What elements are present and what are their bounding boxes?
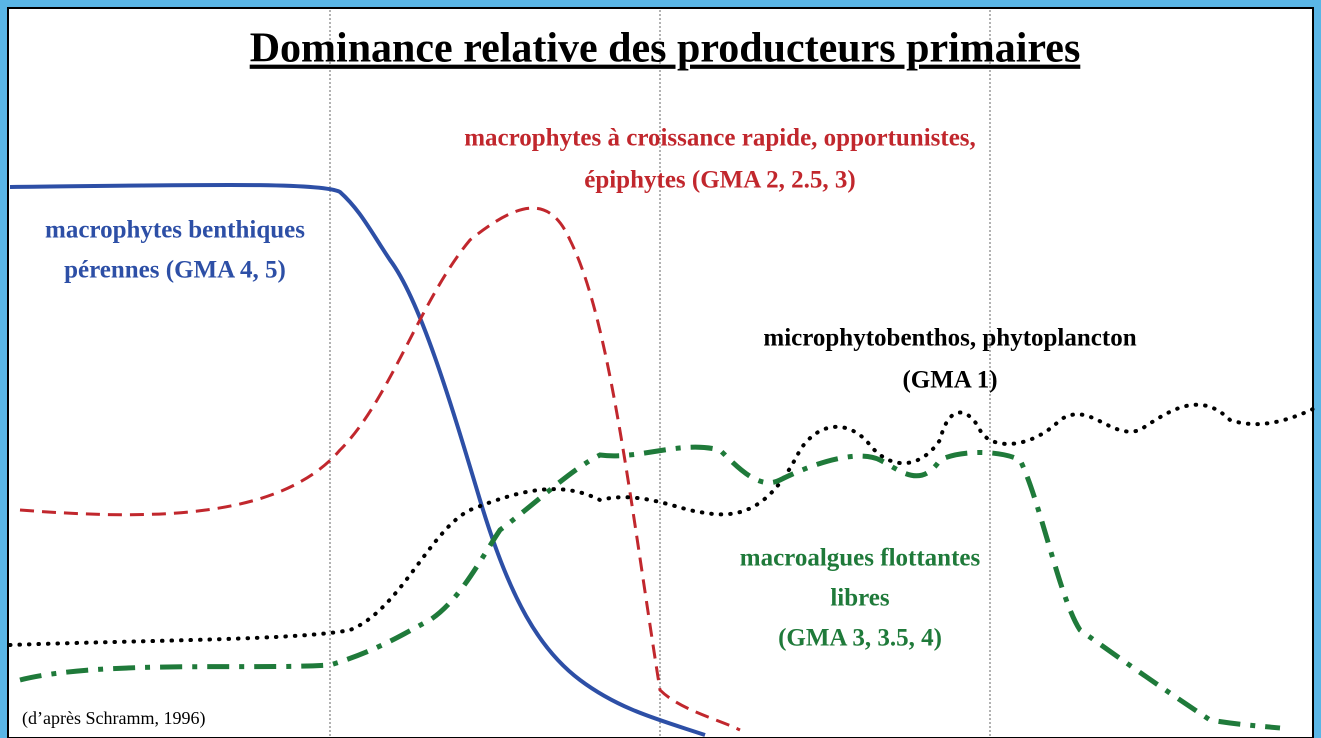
blue-label: macrophytes benthiques (45, 217, 305, 244)
green-curve (19, 444, 1281, 731)
blue-curve (9, 182, 706, 737)
title: Dominance relative des producteurs prima… (250, 26, 1081, 72)
red-label: épiphytes (GMA 2, 2.5, 3) (584, 167, 856, 194)
green-label: macroalgues flottantes (740, 545, 981, 572)
source: (d’après Schramm, 1996) (22, 708, 205, 729)
green-label: (GMA 3, 3.5, 4) (778, 625, 942, 652)
panel (7, 7, 1314, 738)
blue-label: pérennes (GMA 4, 5) (64, 257, 286, 284)
black-curve (8, 402, 1317, 647)
green-label: libres (830, 585, 890, 612)
red-curve (19, 206, 741, 732)
black-label: microphytobenthos, phytoplancton (763, 325, 1136, 352)
black-label: (GMA 1) (902, 367, 997, 394)
red-label: macrophytes à croissance rapide, opportu… (464, 125, 976, 152)
